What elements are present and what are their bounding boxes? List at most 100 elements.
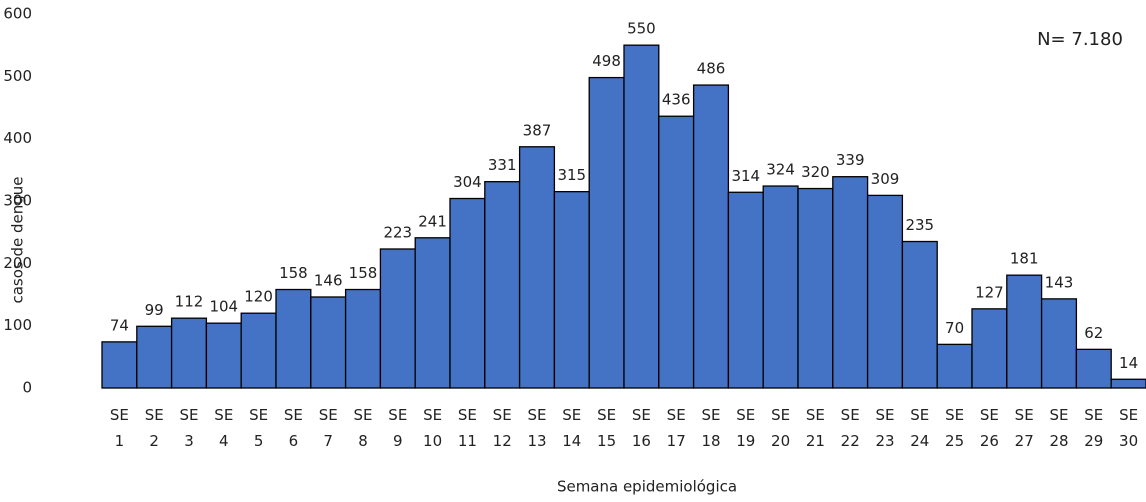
x-tick-label: SE 14 [562, 406, 582, 450]
annotation: N= 7.180 [1037, 29, 1123, 50]
value-label: 387 [523, 121, 552, 139]
value-label: 550 [627, 20, 656, 38]
value-label: 314 [731, 167, 760, 185]
value-label: 120 [244, 288, 273, 306]
value-label: 158 [279, 264, 308, 282]
bar [136, 325, 173, 389]
y-tick-label: 600 [3, 5, 32, 23]
x-tick-label: SE 3 [179, 406, 199, 450]
bar [692, 84, 730, 389]
x-tick-label: SE 11 [457, 406, 477, 450]
value-label: 339 [836, 151, 865, 169]
x-tick-label: SE 22 [840, 406, 860, 450]
x-tick-label: SE 19 [736, 406, 756, 450]
bar [623, 44, 660, 389]
value-label: 309 [871, 170, 900, 188]
x-tick-label: SE 30 [1119, 406, 1139, 450]
value-label: 436 [662, 91, 691, 109]
x-tick-label: SE 21 [805, 406, 825, 450]
bar [379, 248, 416, 389]
value-label: 320 [801, 163, 830, 181]
y-tick-label: 500 [3, 67, 32, 85]
x-tick-label: SE 29 [1084, 406, 1104, 450]
bar [1075, 348, 1112, 389]
bar [588, 76, 625, 389]
bar [449, 197, 486, 389]
x-tick-label: SE 10 [423, 406, 443, 450]
bar [832, 176, 869, 389]
bar [310, 296, 347, 389]
x-tick-label: SE 27 [1014, 406, 1034, 450]
bar [866, 194, 904, 389]
y-tick-label: 100 [3, 316, 32, 334]
bar [1006, 274, 1043, 389]
bar [414, 237, 451, 389]
x-tick-label: SE 25 [945, 406, 965, 450]
value-label: 486 [697, 60, 726, 78]
value-label: 112 [175, 293, 204, 311]
x-tick-label: SE 2 [144, 406, 164, 450]
value-label: 181 [1010, 250, 1039, 268]
bar [205, 322, 242, 389]
bar [901, 240, 938, 389]
value-label: 70 [945, 319, 964, 337]
x-tick-label: SE 17 [666, 406, 686, 450]
bar [553, 190, 590, 389]
bar [936, 343, 973, 389]
x-tick-label: SE 4 [214, 406, 234, 450]
x-tick-label: SE 18 [701, 406, 721, 450]
value-label: 99 [145, 301, 164, 319]
value-label: 324 [766, 161, 795, 179]
bar [518, 146, 556, 389]
bar [762, 185, 799, 389]
x-tick-label: SE 1 [109, 406, 129, 450]
x-tick-label: SE 12 [492, 406, 512, 450]
y-tick-label: 200 [3, 254, 32, 272]
value-label: 315 [557, 166, 586, 184]
x-tick-label: SE 16 [631, 406, 651, 450]
value-label: 62 [1084, 324, 1103, 342]
x-tick-label: SE 20 [771, 406, 791, 450]
value-label: 127 [975, 283, 1004, 301]
bar [344, 288, 382, 389]
bar [727, 191, 764, 389]
y-axis-title: casos de dengue [9, 176, 27, 303]
x-tick-label: SE 23 [875, 406, 895, 450]
x-axis-title: Semana epidemiológica [557, 478, 737, 496]
y-tick-label: 400 [3, 129, 32, 147]
value-label: 143 [1045, 273, 1074, 291]
value-label: 104 [209, 298, 238, 316]
value-label: 223 [383, 223, 412, 241]
value-label: 304 [453, 173, 482, 191]
value-label: 146 [314, 271, 343, 289]
x-tick-label: SE 5 [249, 406, 269, 450]
bar [275, 288, 312, 389]
value-label: 14 [1119, 354, 1138, 372]
y-tick-label: 300 [3, 192, 32, 210]
value-label: 235 [905, 216, 934, 234]
bar [971, 308, 1008, 389]
value-label: 498 [592, 52, 621, 70]
bar [101, 341, 138, 389]
value-label: 158 [349, 264, 378, 282]
x-tick-label: SE 8 [353, 406, 373, 450]
bar [658, 115, 695, 389]
x-tick-label: SE 13 [527, 406, 547, 450]
x-tick-label: SE 15 [597, 406, 617, 450]
y-tick-label: 0 [22, 379, 32, 397]
value-label: 331 [488, 156, 517, 174]
x-tick-label: SE 28 [1049, 406, 1069, 450]
bar [170, 317, 208, 389]
x-tick-label: SE 7 [318, 406, 338, 450]
x-tick-label: SE 6 [283, 406, 303, 450]
value-label: 74 [110, 316, 129, 334]
bar [1110, 378, 1146, 389]
bar [484, 181, 521, 389]
bar [240, 312, 277, 389]
bar [1040, 298, 1078, 389]
x-tick-label: SE 24 [910, 406, 930, 450]
x-tick-label: SE 26 [979, 406, 999, 450]
x-tick-label: SE 9 [388, 406, 408, 450]
